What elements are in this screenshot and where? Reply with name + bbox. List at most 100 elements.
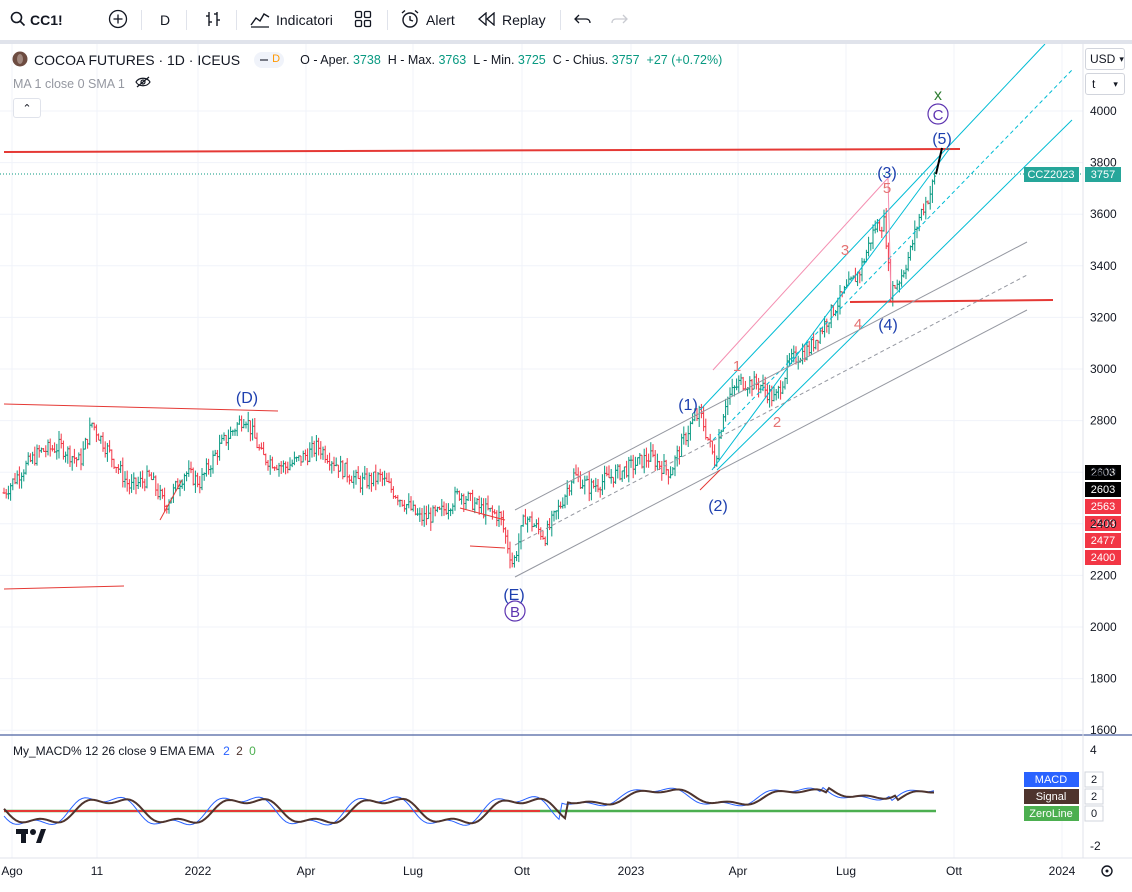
macd-value-tag <box>1084 771 1104 788</box>
toolbar-divider <box>186 10 187 30</box>
grid-lines <box>0 44 1083 858</box>
time-tick-label: 11 <box>91 864 104 878</box>
price-tag-label: 2503 <box>1091 518 1115 530</box>
time-tick-label: 2023 <box>618 864 645 878</box>
bar-chart-icon <box>204 10 222 31</box>
logo-part <box>36 829 46 843</box>
last-price-label: 3757 <box>1091 169 1115 181</box>
search-icon <box>10 11 26 30</box>
macd-value-label: 2 <box>1091 791 1097 803</box>
alarm-clock-icon <box>400 9 420 32</box>
undo-icon <box>574 12 592 29</box>
wave-label: (3) <box>877 165 897 182</box>
currency-selector[interactable]: USD ▾ <box>1085 48 1125 70</box>
projection-line <box>935 147 943 175</box>
price-tag <box>1085 516 1121 531</box>
price-tick-label: 3600 <box>1090 207 1117 221</box>
wave-circle-label: B <box>510 604 520 621</box>
time-tick-label: Lug <box>403 864 423 878</box>
ma-indicator-legend[interactable]: MA 1 close 0 SMA 1 <box>13 76 151 91</box>
price-chart[interactable]: (D) (E) (1) (2) (3) (4) (5) B C 1 2 3 4 5 x CCZ2023 3757… <box>0 44 1132 892</box>
toolbar-divider <box>560 10 561 30</box>
signal-value: 2 <box>236 744 243 758</box>
alert-button[interactable]: Alert <box>400 0 455 40</box>
time-tick-label: Apr <box>297 864 316 878</box>
wave-label: (1) <box>678 397 698 414</box>
support-line <box>849 299 1054 303</box>
toolbar-divider <box>387 10 388 30</box>
time-tick-label: Apr <box>729 864 748 878</box>
interval-label: D <box>160 12 171 28</box>
price-tag-label: 2603 <box>1091 467 1115 479</box>
interval-button[interactable]: D <box>160 0 170 40</box>
logo-part <box>21 829 26 843</box>
redo-icon <box>610 12 628 29</box>
redo-button[interactable] <box>610 0 628 40</box>
price-tag <box>1085 550 1121 565</box>
wave-line <box>459 507 506 521</box>
unit-selector[interactable]: t ▾ <box>1085 73 1125 95</box>
macd-pane: MACD 2 Signal 2 ZeroLine 0 <box>3 771 1104 826</box>
price-tag-label: 2563 <box>1091 501 1115 513</box>
macd-value-tag <box>1084 805 1104 822</box>
wave-circle <box>927 103 949 125</box>
time-tick-label: 2024 <box>1049 864 1076 878</box>
time-tick-label: 2022 <box>185 864 212 878</box>
price-tick-label: 3000 <box>1090 362 1117 376</box>
price-tick-label: 2200 <box>1090 568 1117 582</box>
chevron-down-icon: ▾ <box>1113 78 1118 89</box>
target-marker: x <box>934 87 942 104</box>
price-tick-label: 1600 <box>1090 723 1117 737</box>
chart-type-button[interactable] <box>204 0 222 40</box>
price-tick-label: 2800 <box>1090 414 1117 428</box>
macd-value-label: 2 <box>1091 774 1097 786</box>
macd-tick-label: -2 <box>1090 839 1101 853</box>
templates-button[interactable] <box>354 0 372 40</box>
wave-subdivision-label: 2 <box>773 414 781 431</box>
eye-crossed-icon[interactable] <box>135 76 151 91</box>
macd-value-label: 0 <box>1091 808 1097 820</box>
price-tick-label: 1800 <box>1090 672 1117 686</box>
ma-label: MA 1 close 0 SMA 1 <box>13 76 125 91</box>
toolbar-divider <box>236 10 237 30</box>
symbol-search-button[interactable]: CC1! <box>10 0 63 40</box>
resistance-line <box>3 148 961 153</box>
channel-lower-line <box>716 119 1073 471</box>
chevron-up-icon: ⌃ <box>22 102 32 115</box>
indicators-button[interactable]: Indicatori <box>250 0 333 40</box>
drawing-objects: (D) (E) (1) (2) (3) (4) (5) B C 1 2 3 4 5 x CCZ2023 3757… <box>0 44 1121 622</box>
time-tick-label: Ago <box>1 864 23 878</box>
wave-circle-label: C <box>933 107 944 124</box>
collapse-legend-button[interactable]: ⌃ <box>13 98 41 118</box>
chart-legend: COCOA FUTURES · 1D · ICEUS D O - Aper. 3… <box>12 50 722 70</box>
macd-tick-label: 4 <box>1090 743 1097 757</box>
price-tag-label: 2603 <box>1091 484 1115 496</box>
grid-icon <box>354 10 372 31</box>
macd-tag <box>1024 806 1079 821</box>
wave-line <box>159 479 183 521</box>
price-tick-label: 3200 <box>1090 310 1117 324</box>
wave-label: (4) <box>878 317 898 334</box>
market-status-badge: D <box>254 52 285 68</box>
logo-part <box>30 829 36 835</box>
ohlc-values: O - Aper. 3738 H - Max. 3763 L - Min. 37… <box>300 53 723 67</box>
last-price-tag <box>1085 167 1121 182</box>
price-tick-label: 2600 <box>1090 465 1117 479</box>
channel-mid-line <box>712 69 1073 441</box>
macd-legend-label: My_MACD% 12 26 close 9 EMA EMA <box>13 744 214 758</box>
rewind-icon <box>478 11 496 29</box>
wave-label: (E) <box>503 587 524 604</box>
macd-tag-label: Signal <box>1036 791 1067 803</box>
replay-button[interactable]: Replay <box>478 0 546 40</box>
gear-icon <box>1101 865 1113 877</box>
channel-upper-line <box>699 44 1046 411</box>
compare-add-button[interactable] <box>108 0 128 40</box>
price-tag-label: 2400 <box>1091 552 1115 564</box>
wave-line <box>887 177 892 301</box>
macd-tag-label: ZeroLine <box>1029 808 1072 820</box>
wave-subdivision-label: 3 <box>841 242 849 259</box>
ohlc-bars <box>2 171 937 569</box>
undo-button[interactable] <box>574 0 592 40</box>
series-title[interactable]: COCOA FUTURES · 1D · ICEUS <box>34 52 241 68</box>
macd-legend[interactable]: My_MACD% 12 26 close 9 EMA EMA 2 2 0 <box>13 744 256 758</box>
